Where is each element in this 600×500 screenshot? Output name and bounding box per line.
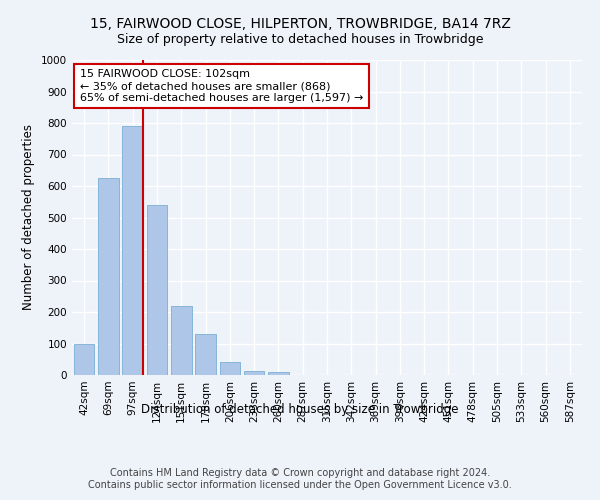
Text: Distribution of detached houses by size in Trowbridge: Distribution of detached houses by size … — [141, 402, 459, 415]
Bar — [146, 205, 167, 375]
Bar — [244, 370, 265, 375]
Bar — [122, 126, 143, 375]
Bar — [98, 178, 119, 375]
Text: 15 FAIRWOOD CLOSE: 102sqm
← 35% of detached houses are smaller (868)
65% of semi: 15 FAIRWOOD CLOSE: 102sqm ← 35% of detac… — [80, 70, 363, 102]
Bar — [268, 372, 289, 375]
Text: Contains HM Land Registry data © Crown copyright and database right 2024.
Contai: Contains HM Land Registry data © Crown c… — [88, 468, 512, 490]
Text: Size of property relative to detached houses in Trowbridge: Size of property relative to detached ho… — [117, 32, 483, 46]
Bar — [195, 334, 216, 375]
Bar — [171, 306, 191, 375]
Text: 15, FAIRWOOD CLOSE, HILPERTON, TROWBRIDGE, BA14 7RZ: 15, FAIRWOOD CLOSE, HILPERTON, TROWBRIDG… — [89, 18, 511, 32]
Y-axis label: Number of detached properties: Number of detached properties — [22, 124, 35, 310]
Bar — [74, 344, 94, 375]
Bar — [220, 362, 240, 375]
